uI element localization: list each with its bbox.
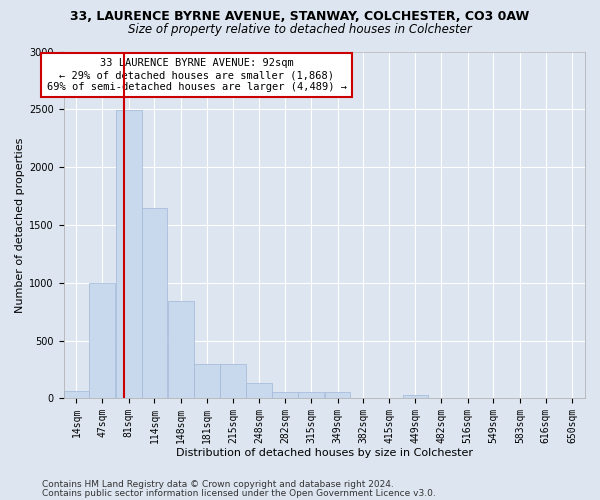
Bar [116, 110, 142, 399]
Bar [403, 395, 428, 398]
Bar [272, 392, 298, 398]
Bar [194, 364, 220, 398]
Text: 33 LAURENCE BYRNE AVENUE: 92sqm
← 29% of detached houses are smaller (1,868)
69%: 33 LAURENCE BYRNE AVENUE: 92sqm ← 29% of… [47, 58, 347, 92]
Bar [142, 208, 167, 398]
Text: Size of property relative to detached houses in Colchester: Size of property relative to detached ho… [128, 22, 472, 36]
Text: Contains HM Land Registry data © Crown copyright and database right 2024.: Contains HM Land Registry data © Crown c… [42, 480, 394, 489]
Bar [298, 392, 324, 398]
Bar [89, 282, 115, 399]
Text: Contains public sector information licensed under the Open Government Licence v3: Contains public sector information licen… [42, 488, 436, 498]
X-axis label: Distribution of detached houses by size in Colchester: Distribution of detached houses by size … [176, 448, 473, 458]
Text: 33, LAURENCE BYRNE AVENUE, STANWAY, COLCHESTER, CO3 0AW: 33, LAURENCE BYRNE AVENUE, STANWAY, COLC… [70, 10, 530, 23]
Bar [325, 392, 350, 398]
Bar [64, 392, 89, 398]
Bar [246, 384, 272, 398]
Bar [220, 364, 246, 398]
Y-axis label: Number of detached properties: Number of detached properties [15, 137, 25, 312]
Bar [168, 301, 194, 398]
